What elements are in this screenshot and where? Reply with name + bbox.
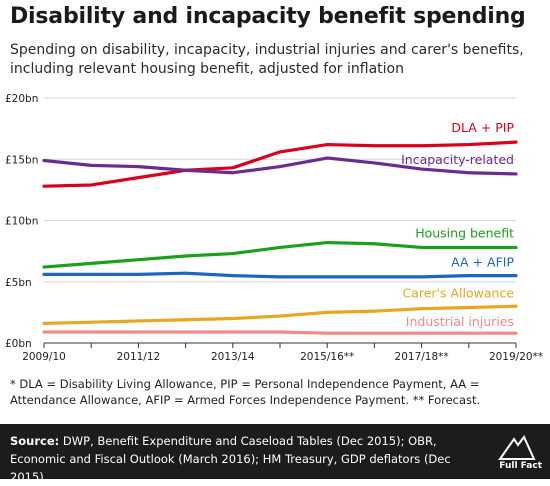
series-label: AA + AFIP [451,255,514,270]
x-tick-label: 2013/14 [211,351,255,363]
x-tick-label: 2015/16** [300,351,354,363]
x-axis: 2009/10 2011/12 2013/14 2015/16** 2017/18** 2… [22,342,543,363]
series-line [42,330,518,335]
y-tick-label: £15bn [5,154,38,166]
series-label: Industrial injuries [406,314,514,329]
source-bar: Source: DWP, Benefit Expenditure and Cas… [0,424,550,484]
logo-mark-icon [498,435,536,460]
line-chart: £0bn£5bn£10bn£15bn£20bn 2009/10 2011/12 20… [5,93,543,363]
source-text: Source: DWP, Benefit Expenditure and Cas… [10,432,480,486]
series-line [42,156,518,176]
chart-subtitle: Spending on disability, incapacity, indu… [10,42,524,77]
source-citation: DWP, Benefit Expenditure and Caseload Ta… [10,434,451,484]
series-lines [42,140,518,335]
source-label: Source: [10,434,60,448]
series-label: Housing benefit [415,225,514,240]
series-line [42,240,518,269]
series-labels: DLA + PIP Incapacity-related Housing benef… [401,120,514,329]
series-line [42,140,518,188]
x-tick-label: 2017/18** [395,351,449,363]
x-tick-label: 2009/10 [22,351,66,363]
chart-title: Disability and incapacity benefit spendi… [10,4,526,29]
series-label: Carer's Allowance [402,285,514,300]
series-line [42,271,518,279]
logo-text: Full Fact [499,461,542,471]
series-line [42,304,518,325]
y-tick-label: £10bn [5,216,38,228]
x-tick-label: 2011/12 [117,351,161,363]
footnote: * DLA = Disability Living Allowance, PIP… [10,377,481,407]
y-axis-tick-labels: £0bn £5bn £10bn £15bn £20bn [5,93,38,350]
chart-gridlines [44,97,516,283]
series-label: DLA + PIP [451,120,514,135]
y-tick-label: £5bn [5,277,32,289]
full-fact-logo: Full Fact [496,433,542,471]
x-tick-label: 2019/20** [489,351,543,363]
y-tick-label: £0bn [5,338,32,350]
series-label: Incapacity-related [401,152,514,167]
y-tick-label: £20bn [5,93,38,105]
